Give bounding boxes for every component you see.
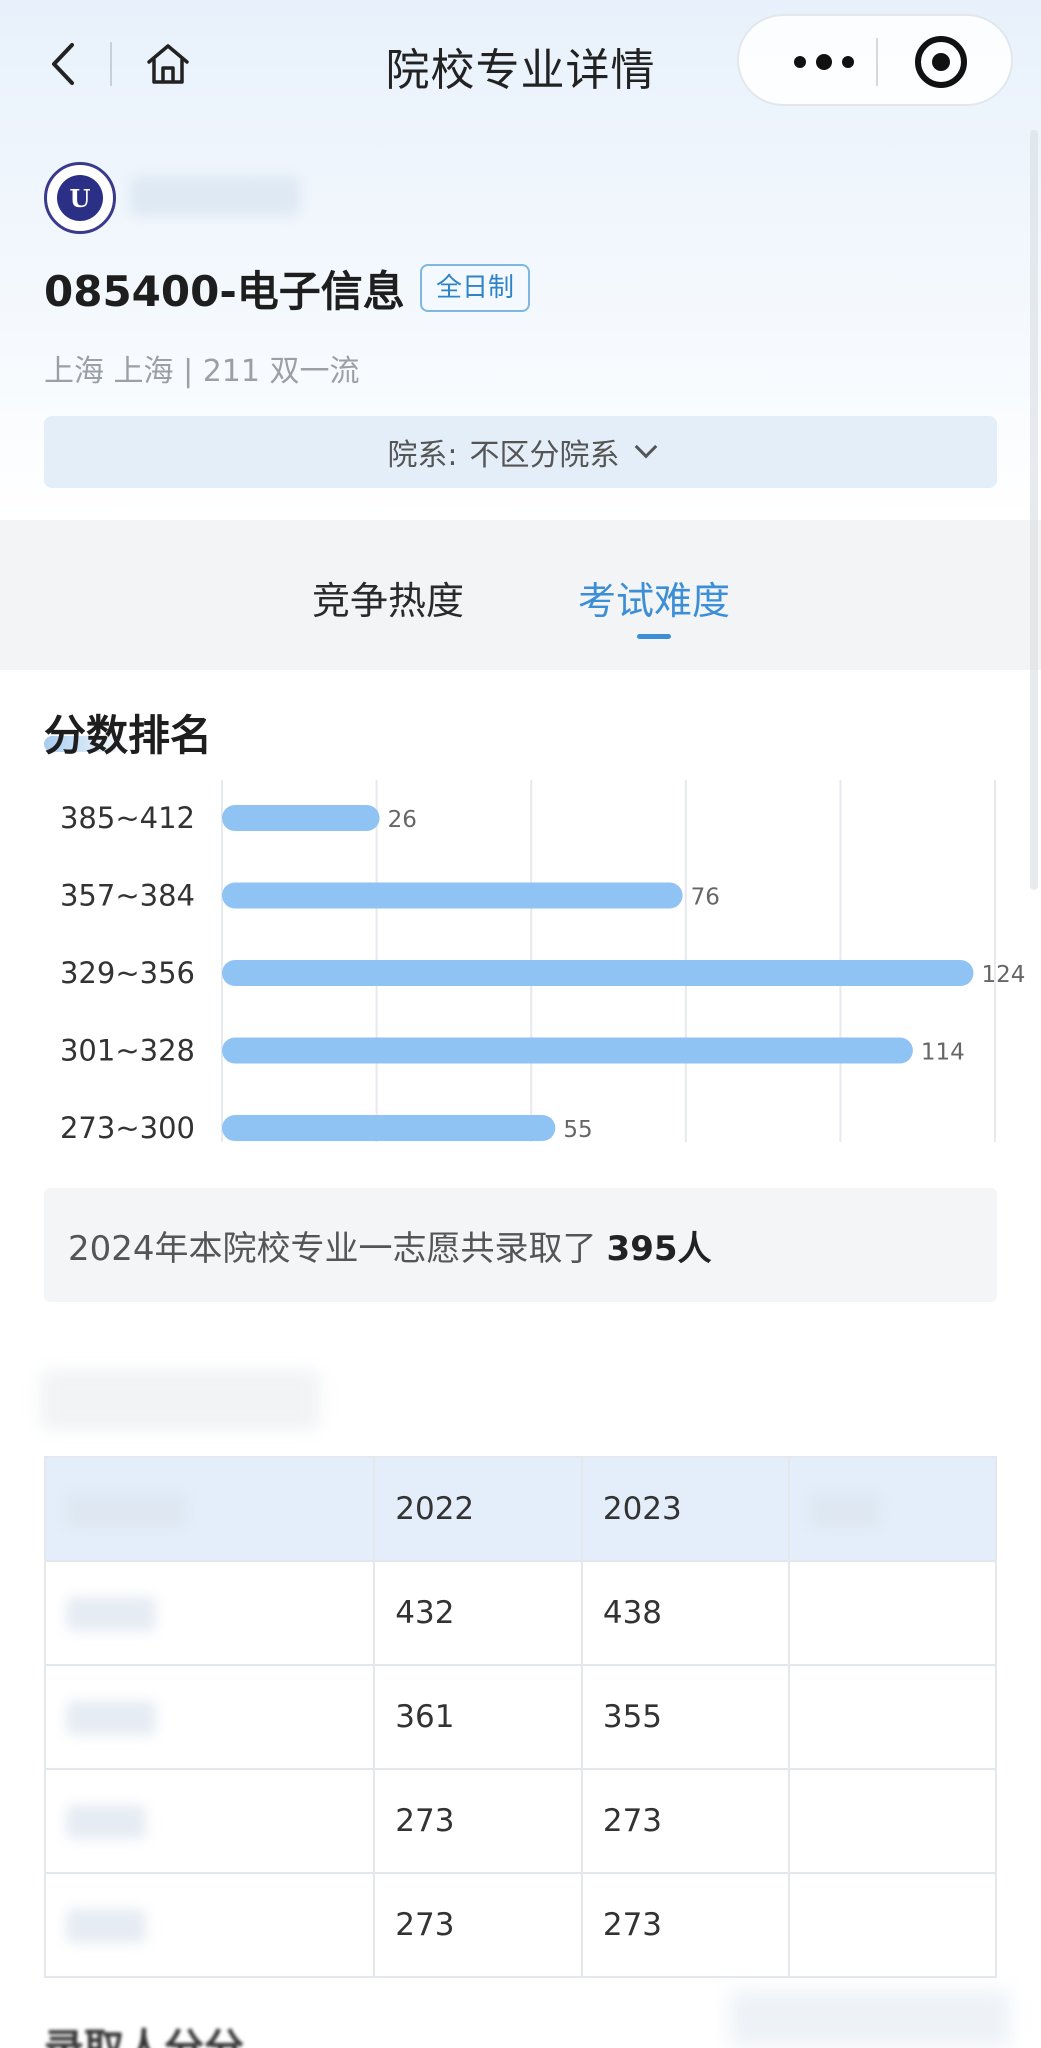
dot-icon bbox=[842, 56, 854, 68]
table-row: 273 273 bbox=[43, 1768, 997, 1874]
section-title: 分数排名 bbox=[44, 711, 213, 760]
table-cell bbox=[43, 1768, 376, 1874]
section-title-highlight bbox=[44, 736, 128, 752]
category-label: 329~356 bbox=[60, 956, 195, 990]
table-cell bbox=[788, 1560, 997, 1666]
university-logo: U bbox=[44, 162, 116, 234]
redacted-heading bbox=[40, 1370, 320, 1430]
redacted-cell bbox=[66, 1909, 146, 1944]
back-arrow-icon bbox=[52, 43, 74, 85]
home-icon bbox=[147, 44, 189, 84]
bar bbox=[222, 882, 683, 909]
redacted-cell bbox=[66, 1597, 156, 1632]
bar bbox=[222, 1115, 556, 1141]
department-label: 院系: bbox=[387, 438, 458, 473]
scrollbar[interactable] bbox=[1030, 130, 1038, 890]
back-button[interactable] bbox=[38, 34, 88, 94]
chevron-down-icon bbox=[634, 435, 657, 459]
location-text: 上海 上海 | 211 双一流 bbox=[44, 354, 360, 389]
table-cell: 273 bbox=[580, 1768, 791, 1874]
table-header-cell: 2023 bbox=[580, 1456, 791, 1562]
table-cell: 355 bbox=[580, 1664, 791, 1770]
table-cell bbox=[43, 1560, 376, 1666]
table-cell: 438 bbox=[580, 1560, 791, 1666]
tab-competition[interactable]: 竞争热度 bbox=[312, 579, 465, 623]
admission-count: 395人 bbox=[606, 1228, 712, 1269]
dot-icon bbox=[794, 56, 806, 68]
data-label: 26 bbox=[388, 807, 417, 833]
tab-bar: 竞争热度 考试难度 bbox=[0, 520, 1041, 670]
redacted-cell bbox=[810, 1493, 881, 1528]
category-label: 357~384 bbox=[60, 879, 195, 913]
next-section-title: 录取人分分 bbox=[44, 2016, 244, 2048]
redacted-cell bbox=[66, 1701, 156, 1736]
table-header-cell bbox=[43, 1456, 376, 1562]
home-button[interactable] bbox=[140, 34, 196, 94]
category-label: 385~412 bbox=[60, 801, 195, 835]
active-tab-indicator bbox=[637, 634, 671, 639]
table-cell bbox=[788, 1768, 997, 1874]
redacted-cell bbox=[66, 1493, 186, 1528]
capsule-divider bbox=[876, 38, 878, 86]
department-selector[interactable]: 院系: 不区分院系 bbox=[44, 416, 997, 488]
study-mode-badge: 全日制 bbox=[420, 264, 531, 312]
more-options-button[interactable] bbox=[779, 44, 869, 80]
table-header-cell: 2022 bbox=[373, 1456, 583, 1562]
table-cell: 273 bbox=[580, 1872, 791, 1978]
redacted-area bbox=[730, 1990, 1010, 2048]
tab-difficulty[interactable]: 考试难度 bbox=[578, 579, 731, 623]
department-value: 不区分院系 bbox=[469, 438, 620, 473]
data-label: 55 bbox=[563, 1117, 592, 1143]
nav-divider bbox=[110, 42, 112, 86]
navigation-bar: 院校专业详情 bbox=[0, 0, 1041, 130]
table-row: 432 438 bbox=[43, 1560, 997, 1666]
category-label: 273~300 bbox=[60, 1111, 195, 1145]
summary-text: 2024年本院校专业一志愿共录取了 bbox=[68, 1228, 597, 1269]
redacted-cell bbox=[66, 1805, 146, 1840]
target-icon bbox=[932, 53, 950, 71]
table-cell bbox=[788, 1872, 997, 1978]
data-label: 124 bbox=[981, 962, 1025, 988]
data-label: 114 bbox=[921, 1040, 965, 1066]
major-title: 085400-电子信息 bbox=[44, 267, 405, 316]
data-label: 76 bbox=[691, 885, 720, 911]
category-label: 301~328 bbox=[60, 1034, 195, 1068]
table-cell: 273 bbox=[373, 1872, 583, 1978]
admission-summary: 2024年本院校专业一志愿共录取了 395人 bbox=[44, 1188, 997, 1302]
table-cell bbox=[43, 1664, 376, 1770]
dot-icon bbox=[816, 54, 832, 70]
table-cell bbox=[788, 1664, 997, 1770]
table-cell: 432 bbox=[373, 1560, 583, 1666]
table-cell: 361 bbox=[373, 1664, 583, 1770]
bar bbox=[222, 960, 974, 986]
table-header-row: 2022 2023 bbox=[43, 1456, 997, 1562]
mini-program-capsule bbox=[737, 14, 1013, 106]
table-row: 361 355 bbox=[43, 1664, 997, 1770]
table-header-cell bbox=[788, 1456, 997, 1562]
bar bbox=[222, 805, 380, 831]
score-line-table: 2022 2023 432 438 361 355 273 273 273 27… bbox=[43, 1456, 997, 1978]
table-cell: 273 bbox=[373, 1768, 583, 1874]
table-cell bbox=[43, 1872, 376, 1978]
score-ranking-chart: 385~412 26 357~384 76 329~356 124 301~328 114 27… bbox=[60, 780, 1025, 1145]
close-mini-program-button[interactable] bbox=[915, 36, 967, 88]
university-name-redacted bbox=[130, 176, 300, 216]
page-title: 院校专业详情 bbox=[385, 45, 656, 96]
table-row: 273 273 bbox=[43, 1872, 997, 1978]
logo-emblem: U bbox=[57, 175, 103, 221]
bar bbox=[222, 1037, 913, 1064]
